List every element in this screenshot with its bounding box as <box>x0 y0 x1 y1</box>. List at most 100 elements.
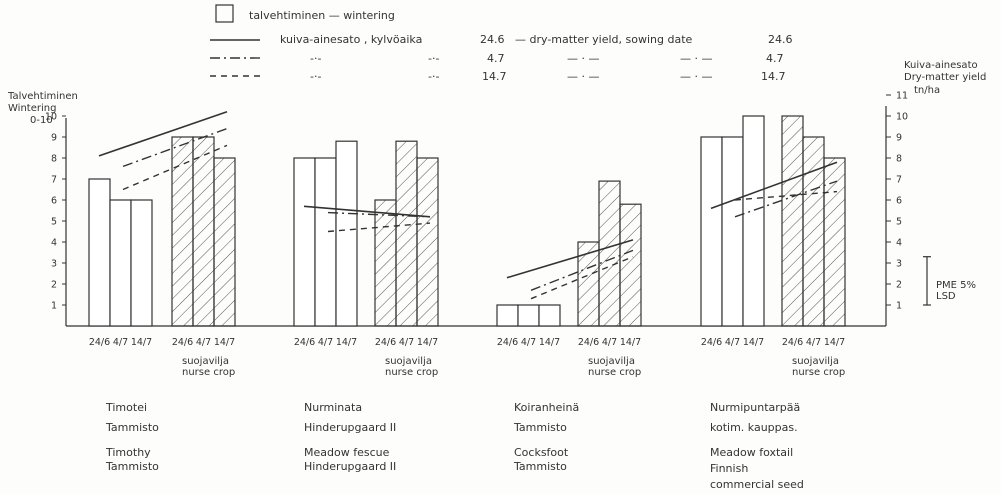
species-variety-en: Finnish <box>710 462 748 475</box>
y-left-tick-label: 4 <box>51 238 57 249</box>
species-variety-fi: Tammisto <box>105 421 159 434</box>
x-tick-label-date: 14/7 <box>824 337 845 348</box>
y-right-tick-label: 10 <box>896 112 908 123</box>
x-tick-label-date: 14/7 <box>620 337 641 348</box>
species-name-en: Cocksfoot <box>514 446 569 459</box>
yield-line-sowing-2 <box>327 211 431 218</box>
y-right-title-fi: Kuiva-ainesato <box>904 60 978 71</box>
yield-line-sowing-3 <box>530 256 634 300</box>
bar-wintering-plain <box>130 199 153 327</box>
nurse-crop-label-en: nurse crop <box>588 367 641 378</box>
bar-wintering-nurse-crop <box>395 140 418 327</box>
legend-bar-swatch <box>215 4 234 23</box>
y-left-tick-label: 1 <box>51 301 57 312</box>
y-left-tick-label: 9 <box>51 133 57 144</box>
x-tick-label-date: 14/7 <box>539 337 560 348</box>
y-right-tick-label: 5 <box>896 217 902 228</box>
yield-line-sowing-2 <box>122 127 228 168</box>
bars <box>88 115 846 327</box>
species-variety-en: Tammisto <box>513 460 567 473</box>
legend-line-prefix: kuiva-ainesato , kylvöaika <box>280 33 422 46</box>
x-tick-label-date: 24/6 <box>578 337 599 348</box>
legend-row2-ditto2: -·- <box>428 70 439 83</box>
species-name-en: Meadow foxtail <box>710 446 793 459</box>
species-variety-fi: Tammisto <box>513 421 567 434</box>
bar-wintering-plain <box>335 140 358 327</box>
x-tick-label-date: 4/7 <box>196 337 211 348</box>
yield-line-sowing-2 <box>530 249 634 291</box>
x-tick-label-date: 4/7 <box>725 337 740 348</box>
legend-row1-date2: 4.7 <box>766 52 784 65</box>
bar-wintering-nurse-crop <box>781 115 804 327</box>
lsd-label-fi: PME 5% <box>936 280 976 291</box>
x-tick-label-date: 24/6 <box>375 337 396 348</box>
bar-wintering-plain <box>88 178 111 327</box>
species-variety-fi: kotim. kauppas. <box>710 421 798 434</box>
y-right-title-unit: tn/ha <box>914 85 940 96</box>
legend-row1-ditto4: — · — <box>680 52 713 65</box>
nurse-crop-label-fi: suojavilja <box>182 356 229 367</box>
y-right-tick-label: 6 <box>896 196 902 207</box>
y-right-tick-label: 2 <box>896 280 902 291</box>
y-left-title-en: Wintering <box>8 103 56 114</box>
bar-wintering-nurse-crop <box>823 157 846 327</box>
nurse-crop-label-en: nurse crop <box>792 367 845 378</box>
y-right-tick-label: 4 <box>896 238 902 249</box>
x-tick-label-date: 24/6 <box>782 337 803 348</box>
legend-line-translation-date: 24.6 <box>768 33 793 46</box>
x-tick-label-date: 24/6 <box>172 337 193 348</box>
bar-wintering-plain <box>293 157 316 327</box>
y-right-tick-label: 11 <box>896 91 908 102</box>
legend-row1-ditto2: -·- <box>428 52 439 65</box>
bar-wintering-nurse-crop <box>171 136 194 327</box>
species-name-en: Timothy <box>105 446 151 459</box>
yield-lines <box>98 111 838 300</box>
legend-row2-date2: 14.7 <box>761 70 786 83</box>
yield-line-sowing-3 <box>122 144 228 191</box>
species-name-fi: Nurminata <box>304 401 362 414</box>
x-tick-label-date: 24/6 <box>497 337 518 348</box>
species-name-fi: Koiranheinä <box>514 401 579 414</box>
species-variety-en: Hinderupgaard II <box>304 460 396 473</box>
y-left-tick-label: 2 <box>51 280 57 291</box>
y-right-ticks: 1 2 3 4 5 6 7 8 9 10 11 <box>886 91 908 312</box>
lsd-label-en: LSD <box>936 291 956 302</box>
species-variety-en: Tammisto <box>105 460 159 473</box>
x-tick-label-date: 4/7 <box>399 337 414 348</box>
nurse-crop-label-en: nurse crop <box>385 367 438 378</box>
x-tick-label-date: 24/6 <box>701 337 722 348</box>
x-tick-label-date: 14/7 <box>336 337 357 348</box>
x-tick-label-date: 14/7 <box>214 337 235 348</box>
y-left-tick-label: 10 <box>45 112 57 123</box>
species-name-fi: Nurmipuntarpää <box>710 401 800 414</box>
x-tick-label-date: 24/6 <box>294 337 315 348</box>
bar-wintering-plain <box>538 304 561 327</box>
legend-line-date: 24.6 <box>480 33 505 46</box>
legend-row2-date: 14.7 <box>482 70 507 83</box>
y-right-tick-label: 7 <box>896 175 902 186</box>
yield-line-sowing-1 <box>506 239 634 279</box>
x-tick-label-date: 4/7 <box>521 337 536 348</box>
bar-wintering-nurse-crop <box>213 157 236 327</box>
x-tick-label-date: 4/7 <box>602 337 617 348</box>
x-tick-label-date: 14/7 <box>743 337 764 348</box>
lsd-marker: PME 5% LSD <box>923 256 976 306</box>
y-left-tick-label: 6 <box>51 196 57 207</box>
legend-bar-label: talvehtiminen — wintering <box>249 9 395 22</box>
bar-wintering-plain <box>109 199 132 327</box>
x-tick-label-date: 14/7 <box>131 337 152 348</box>
nurse-crop-label-fi: suojavilja <box>588 356 635 367</box>
legend: talvehtiminen — wintering kuiva-ainesato… <box>210 4 793 83</box>
bar-wintering-plain <box>496 304 519 327</box>
bar-wintering-nurse-crop <box>416 157 439 327</box>
x-tick-label-date: 4/7 <box>806 337 821 348</box>
x-tick-label-date: 4/7 <box>113 337 128 348</box>
bar-wintering-plain <box>314 157 337 327</box>
species-variety-fi: Hinderupgaard II <box>304 421 396 434</box>
x-tick-labels: 24/6 4/7 14/7 24/6 4/7 14/7 24/6 4/7 14/7 24/6 4/7… <box>89 337 845 348</box>
y-right-tick-label: 8 <box>896 154 902 165</box>
y-left-tick-label: 7 <box>51 175 57 186</box>
nurse-crop-label-fi: suojavilja <box>385 356 432 367</box>
